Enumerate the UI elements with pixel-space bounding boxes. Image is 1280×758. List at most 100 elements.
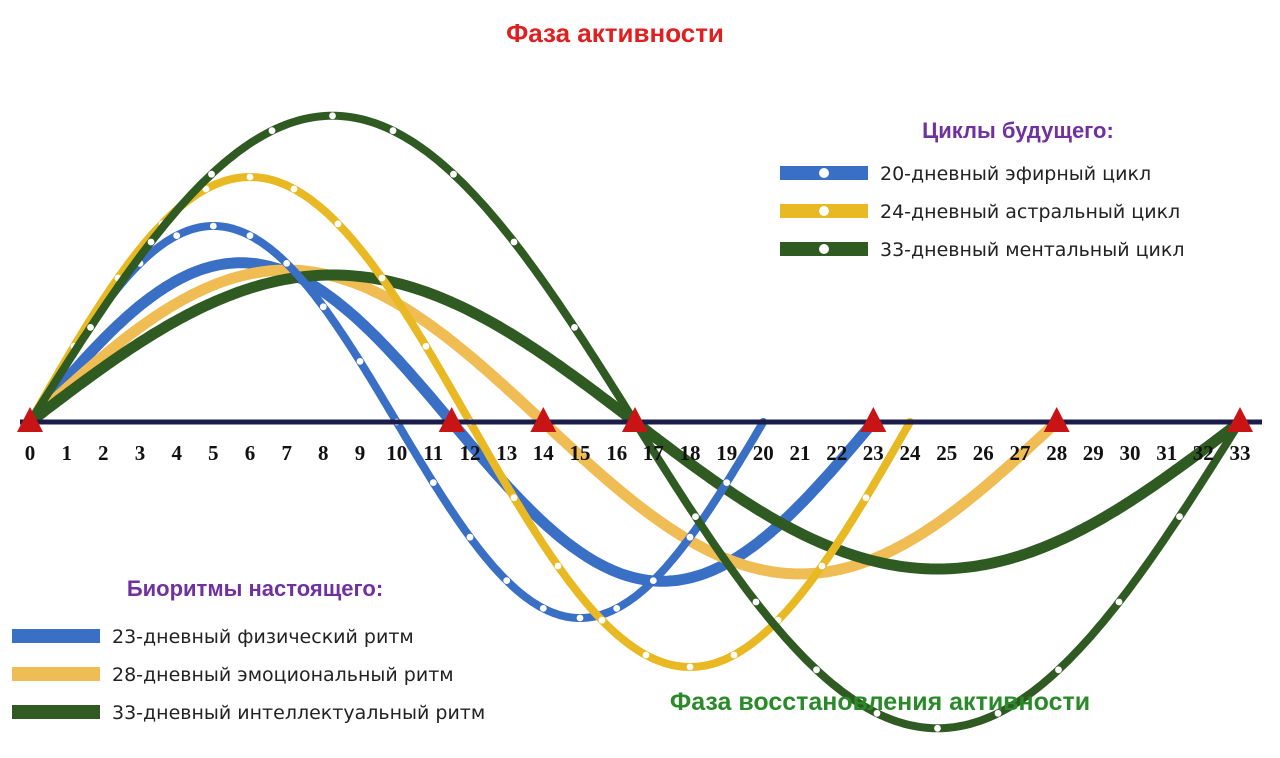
- series-point-24-дневный: [378, 274, 386, 282]
- x-tick-label: 4: [171, 441, 182, 465]
- legend-label-23-дневный: 23-дневный физический ритм: [112, 626, 414, 648]
- zero-crossing-markers: [17, 407, 1253, 432]
- x-tick-label: 17: [643, 441, 664, 465]
- x-tick-label: 27: [1010, 441, 1031, 465]
- series-point-24-дневный: [202, 185, 210, 193]
- series-point-33-дневный: [147, 238, 155, 246]
- x-tick-label: 22: [826, 441, 847, 465]
- zero-marker: [1043, 407, 1070, 432]
- series-point-33-дневный: [208, 170, 215, 178]
- series-point-24-дневный: [554, 562, 562, 570]
- series-point-24-дневный: [862, 494, 870, 502]
- x-tick-label: 6: [245, 441, 256, 465]
- legend-swatch-23-дневный: [12, 629, 100, 643]
- series-point-20-дневный: [686, 533, 694, 541]
- zero-marker: [17, 407, 43, 432]
- legend-swatch-33-дневный: [12, 705, 100, 719]
- x-tick-label: 2: [98, 441, 109, 465]
- x-tick-label: 32: [1193, 441, 1214, 465]
- legend-label-33-дневный: 33-дневный ментальный цикл: [880, 239, 1185, 261]
- x-tick-label: 11: [423, 441, 443, 465]
- zero-marker: [1227, 407, 1253, 432]
- series-point-33-дневный: [389, 127, 397, 135]
- legend-swatch-dot: [819, 168, 829, 178]
- x-tick-label: 29: [1083, 441, 1104, 465]
- series-point-24-дневный: [246, 173, 254, 181]
- x-tick-label: 12: [460, 441, 481, 465]
- series-point-33-дневный: [752, 598, 760, 606]
- x-tick-label: 5: [208, 441, 219, 465]
- x-tick-label: 23: [863, 441, 884, 465]
- legend-label-20-дневный: 20-дневный эфирный цикл: [880, 163, 1151, 185]
- series-point-20-дневный: [466, 533, 474, 541]
- series-point-33-дневный: [1176, 513, 1183, 520]
- x-tick-label: 25: [936, 441, 957, 465]
- series-point-33-дневный: [934, 724, 941, 732]
- x-tick-label: 18: [680, 441, 701, 465]
- x-tick-label: 13: [496, 441, 517, 465]
- series-point-24-дневный: [730, 651, 738, 659]
- series-point-33-дневный: [329, 112, 336, 120]
- series-point-33-дневный: [87, 324, 94, 331]
- x-tick-label: 9: [355, 441, 366, 465]
- series-point-20-дневный: [649, 577, 657, 584]
- series-point-24-дневный: [642, 651, 650, 659]
- x-tick-label: 19: [716, 441, 737, 465]
- series-point-20-дневный: [356, 358, 364, 365]
- series-point-20-дневный: [539, 605, 547, 612]
- x-tick-label: 15: [570, 441, 591, 465]
- zero-marker: [622, 407, 648, 432]
- series-point-24-дневный: [510, 494, 518, 502]
- x-tick-label: 0: [25, 441, 36, 465]
- legend-swatch-28-дневный: [12, 667, 100, 681]
- legend-present-title: Биоритмы настоящего:: [127, 576, 383, 601]
- series-point-33-дневный: [1115, 598, 1123, 606]
- series-point-20-дневный: [503, 577, 511, 584]
- x-tick-label: 30: [1120, 441, 1141, 465]
- legend-future-title: Циклы будущего:: [922, 118, 1114, 143]
- series-point-24-дневный: [818, 562, 826, 570]
- title-recovery-phase: Фаза восстановления активности: [670, 688, 1090, 716]
- legend-future-cycles: Циклы будущего: 20-дневный эфирный цикл 2…: [780, 118, 1185, 261]
- x-tick-label: 14: [533, 441, 555, 465]
- x-tick-label: 33: [1230, 441, 1251, 465]
- x-tick-label: 1: [61, 441, 72, 465]
- series-point-24-дневный: [334, 220, 342, 228]
- series-point-33-дневный: [510, 238, 518, 246]
- zero-marker: [860, 407, 887, 432]
- x-tick-label: 21: [790, 441, 811, 465]
- x-tick-label: 28: [1046, 441, 1067, 465]
- series-point-24-дневный: [422, 342, 430, 350]
- series-point-33-дневный: [571, 324, 578, 331]
- series-point-24-дневный: [290, 185, 298, 193]
- legend-present-biorhythms: Биоритмы настоящего: 23-дневный физическ…: [12, 576, 485, 724]
- zero-marker: [530, 407, 557, 432]
- series-point-24-дневный: [686, 663, 694, 671]
- series-point-20-дневный: [173, 232, 181, 240]
- legend-label-28-дневный: 28-дневный эмоциональный ритм: [112, 664, 454, 686]
- series-point-33-дневный: [692, 513, 699, 520]
- legend-label-24-дневный: 24-дневный астральный цикл: [880, 201, 1180, 223]
- series-point-33-дневный: [450, 170, 457, 178]
- series-point-20-дневный: [613, 605, 621, 612]
- x-tick-label: 10: [386, 441, 407, 465]
- series-point-20-дневный: [576, 614, 584, 622]
- zero-marker: [438, 407, 465, 432]
- title-active-phase: Фаза активности: [506, 18, 724, 48]
- series-point-33-дневный: [268, 127, 276, 135]
- series-point-20-дневный: [283, 260, 291, 267]
- series-point-33-дневный: [813, 666, 820, 674]
- x-axis-tick-labels: 0 1 2 3 4 5 6 7 8 9 10 11 12 13 14 15 16 17 18 19 20 21 22 23 24…: [25, 441, 1251, 465]
- series-point-20-дневный: [209, 222, 217, 230]
- series-point-24-дневный: [598, 616, 606, 624]
- series-point-33-дневный: [873, 709, 881, 717]
- legend-swatch-dot: [819, 206, 829, 216]
- x-tick-label: 20: [753, 441, 774, 465]
- x-tick-label: 16: [606, 441, 627, 465]
- x-tick-label: 8: [318, 441, 329, 465]
- series-point-20-дневный: [723, 479, 731, 486]
- x-tick-label: 31: [1156, 441, 1177, 465]
- series-point-33-дневный: [1055, 666, 1062, 674]
- x-tick-label: 26: [973, 441, 994, 465]
